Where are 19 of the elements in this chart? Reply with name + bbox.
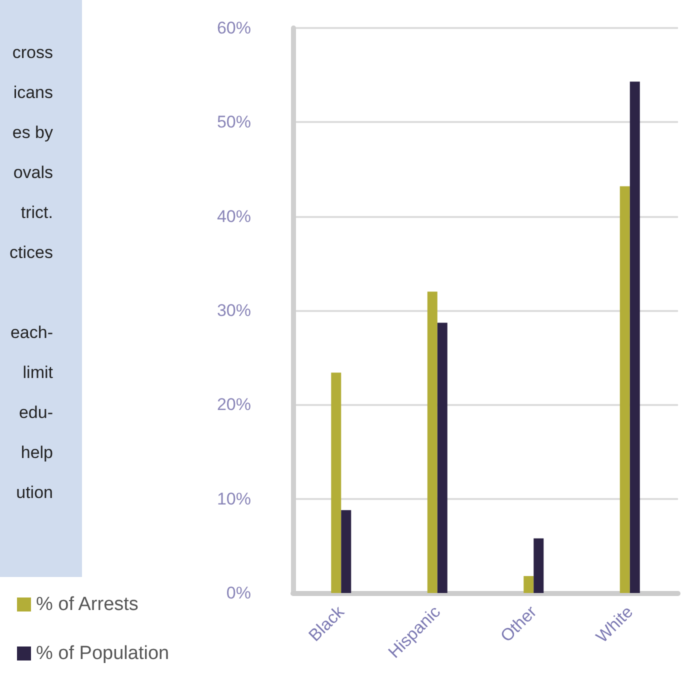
bar	[524, 576, 534, 593]
legend-label: % of Arrests	[36, 594, 138, 615]
y-tick-label: 0%	[226, 584, 251, 602]
bar	[427, 292, 438, 593]
text: cross icans es by ovals trict. ctices	[10, 43, 53, 262]
bar	[630, 82, 640, 593]
y-tick-label: 40%	[216, 206, 251, 226]
legend-label: % of Population	[36, 643, 170, 664]
y-tick-label: 50%	[216, 112, 251, 132]
y-tick-label: 20%	[216, 395, 251, 414]
bar	[341, 510, 352, 593]
text: each- limit edu- help ution	[10, 323, 53, 502]
y-tick-label: 60%	[216, 18, 251, 38]
bar	[534, 538, 544, 593]
bar	[331, 372, 342, 593]
y-tick-label: 30%	[216, 301, 251, 320]
bar	[437, 322, 448, 593]
y-tick-label: 10%	[216, 489, 251, 508]
bar	[620, 186, 630, 593]
